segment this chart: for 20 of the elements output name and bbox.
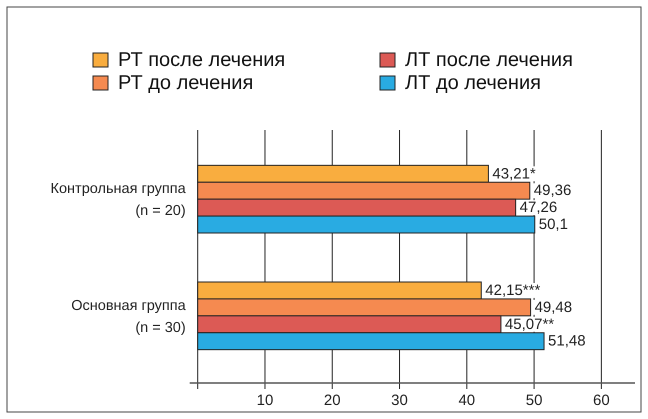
legend-label: РТ до лечения (118, 72, 254, 94)
data-label: 50,1 (538, 216, 568, 234)
data-label: 49,36 (534, 182, 572, 200)
data-label: 49,48 (534, 298, 572, 316)
data-label: 45,07** (504, 316, 554, 333)
x-tick-label: 30 (391, 392, 408, 409)
legend-label: ЛТ после лечения (405, 49, 573, 71)
data-label: 51,48 (548, 332, 586, 350)
x-tick-label: 40 (458, 392, 476, 409)
legend-label: РТ после лечения (118, 49, 286, 71)
data-label: 47,26 (520, 199, 558, 216)
y-tick-label: Контрольная группа (n = 20) (50, 181, 187, 220)
x-tick-label: 50 (526, 392, 542, 409)
y-tick-label: Основная группа (n = 30) (71, 298, 187, 336)
x-tick-label: 20 (324, 392, 341, 409)
legend-label: ЛТ до лечения (405, 72, 541, 94)
data-label: 43,21* (492, 165, 536, 182)
x-tick-label: 60 (593, 392, 610, 409)
x-tick-label: 10 (256, 392, 274, 409)
data-label: 42,15*** (485, 282, 540, 299)
